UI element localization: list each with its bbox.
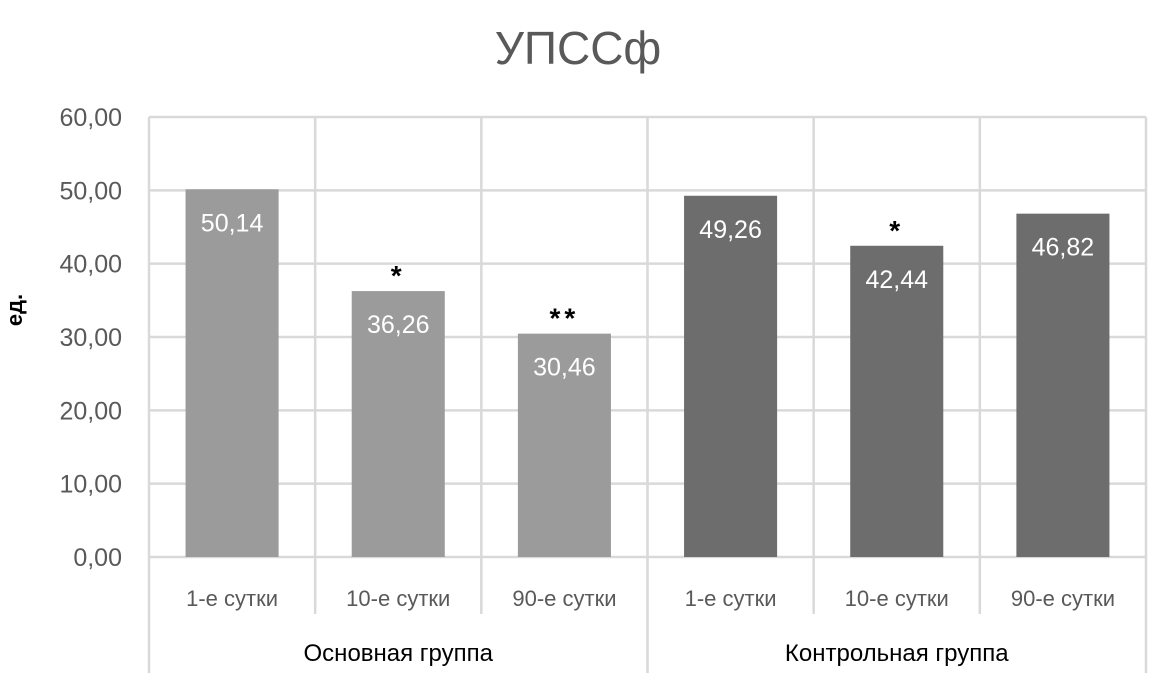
y-tick-label: 40,00 — [59, 251, 122, 279]
bar — [517, 333, 611, 557]
x-tick-label: 1-е сутки — [186, 586, 278, 611]
x-tick-label: 90-е сутки — [512, 586, 616, 611]
significance-marker: ** — [550, 303, 580, 334]
x-tick-label: 10-е сутки — [845, 586, 949, 611]
y-axis-label: ед. — [2, 294, 27, 326]
bar — [684, 195, 778, 557]
y-tick-label: 0,00 — [73, 544, 122, 572]
x-tick-label: 10-е сутки — [346, 586, 450, 611]
significance-marker: * — [391, 260, 406, 291]
x-axis-labels: 1-е сутки 10-е сутки 90-е сутки Основная гр… — [186, 586, 1115, 667]
data-label: 46,82 — [1032, 234, 1095, 262]
y-tick-label: 30,00 — [59, 324, 122, 352]
gridlines — [147, 115, 1148, 673]
data-label: 36,26 — [367, 311, 430, 339]
bar — [351, 291, 445, 557]
bar — [185, 189, 279, 557]
group-label: Контрольная группа — [785, 640, 1009, 667]
x-tick-label: 1-е сутки — [685, 586, 777, 611]
data-label: 50,14 — [201, 209, 264, 237]
y-tick-label: 60,00 — [59, 104, 122, 132]
data-label: 42,44 — [865, 266, 928, 294]
y-tick-label: 10,00 — [59, 471, 122, 499]
data-label: 30,46 — [533, 354, 596, 382]
group-label: Основная группа — [304, 640, 494, 667]
bar — [850, 245, 944, 558]
significance-marker: * — [889, 215, 904, 246]
y-tick-label: 20,00 — [59, 397, 122, 425]
bars: 50,14 36,26 * 30,46 ** 49,26 42,44 * 46,82 — [185, 189, 1110, 558]
y-axis-ticks: 0,00 10,00 20,00 30,00 40,00 50,00 60,00 — [59, 104, 122, 572]
y-tick-label: 50,00 — [59, 177, 122, 205]
data-label: 49,26 — [699, 216, 762, 244]
chart-title: УПССф — [495, 22, 662, 74]
bar — [1016, 213, 1110, 558]
x-tick-label: 90-е сутки — [1011, 586, 1115, 611]
